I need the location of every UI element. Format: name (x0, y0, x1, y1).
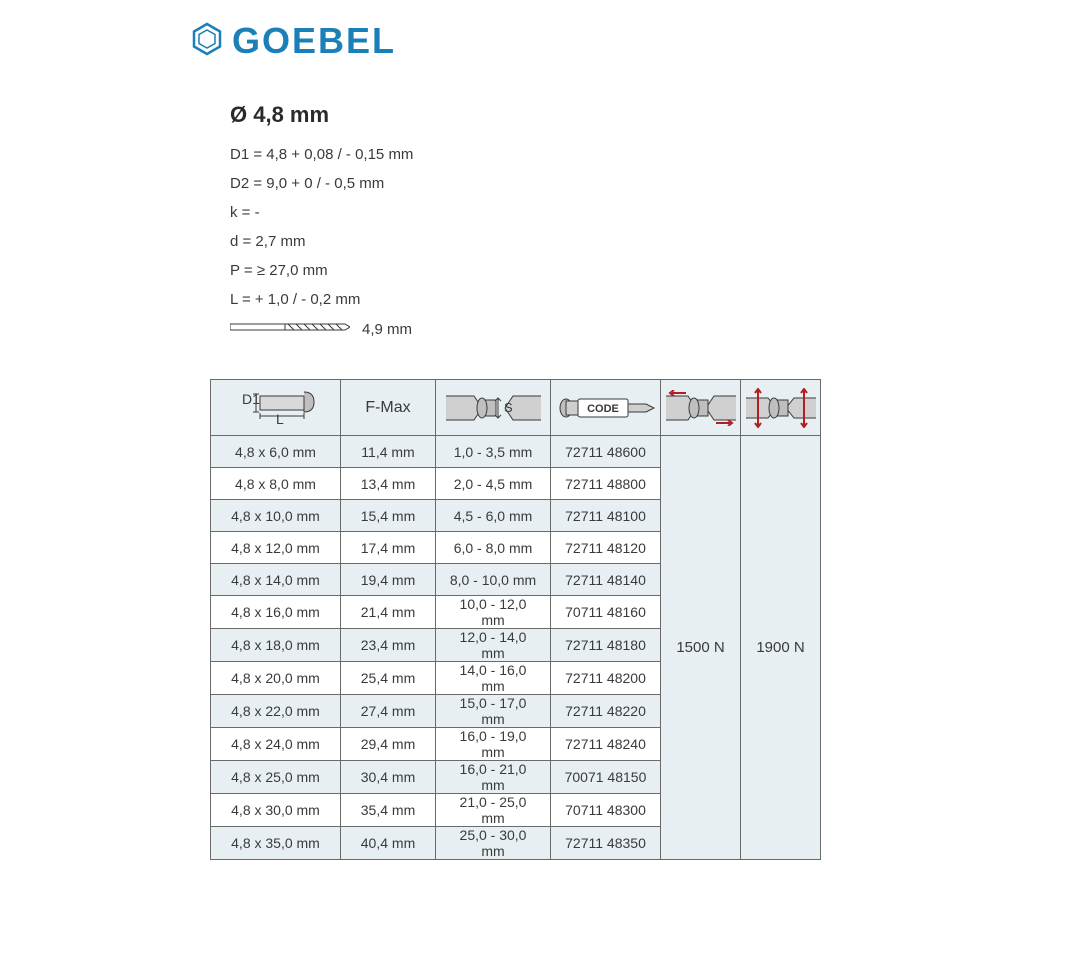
cell-shear: 1500 N (661, 436, 741, 860)
cell-grip: 4,5 - 6,0 mm (436, 500, 551, 532)
cell-fmax: 11,4 mm (341, 436, 436, 468)
cell-fmax: 21,4 mm (341, 596, 436, 629)
spec-block: Ø 4,8 mm D1 = 4,8 + 0,08 / - 0,15 mm D2 =… (230, 102, 1071, 339)
drill-row: 4,9 mm (230, 320, 1071, 339)
cell-dim: 4,8 x 24,0 mm (211, 728, 341, 761)
cell-fmax: 15,4 mm (341, 500, 436, 532)
cell-grip: 21,0 - 25,0 mm (436, 794, 551, 827)
cell-grip: 8,0 - 10,0 mm (436, 564, 551, 596)
cell-code: 72711 48800 (551, 468, 661, 500)
brand-logo: GOEBEL (190, 20, 1071, 62)
cell-code: 72711 48600 (551, 436, 661, 468)
cell-grip: 2,0 - 4,5 mm (436, 468, 551, 500)
cell-code: 70071 48150 (551, 761, 661, 794)
cell-code: 72711 48350 (551, 827, 661, 860)
cell-fmax: 30,4 mm (341, 761, 436, 794)
svg-text:CODE: CODE (587, 403, 619, 415)
cell-code: 70711 48160 (551, 596, 661, 629)
cell-fmax: 35,4 mm (341, 794, 436, 827)
cell-dim: 4,8 x 6,0 mm (211, 436, 341, 468)
spec-line: D1 = 4,8 + 0,08 / - 0,15 mm (230, 146, 1071, 163)
header-fmax-label: F-Max (365, 399, 410, 416)
cell-dim: 4,8 x 20,0 mm (211, 662, 341, 695)
cell-code: 72711 48240 (551, 728, 661, 761)
cell-grip: 6,0 - 8,0 mm (436, 532, 551, 564)
cell-dim: 4,8 x 30,0 mm (211, 794, 341, 827)
cell-code: 72711 48140 (551, 564, 661, 596)
brand-text: GOEBEL (232, 20, 396, 62)
header-fmax: F-Max (341, 380, 436, 436)
header-dimensions-icon: D1 L (211, 380, 341, 436)
cell-grip: 15,0 - 17,0 mm (436, 695, 551, 728)
svg-text:D1: D1 (242, 391, 260, 407)
drill-bit-icon (230, 320, 350, 339)
spec-title: Ø 4,8 mm (230, 102, 1071, 128)
spec-line: L = + 1,0 / - 0,2 mm (230, 291, 1071, 308)
spec-table-wrap: D1 L F-Max (210, 379, 1071, 860)
cell-dim: 4,8 x 14,0 mm (211, 564, 341, 596)
cell-fmax: 27,4 mm (341, 695, 436, 728)
table-row: 4,8 x 6,0 mm11,4 mm1,0 - 3,5 mm72711 486… (211, 436, 821, 468)
cell-tensile: 1900 N (741, 436, 821, 860)
drill-label: 4,9 mm (362, 321, 412, 338)
cell-code: 72711 48180 (551, 629, 661, 662)
cell-code: 72711 48200 (551, 662, 661, 695)
cell-dim: 4,8 x 35,0 mm (211, 827, 341, 860)
cell-fmax: 13,4 mm (341, 468, 436, 500)
cell-code: 72711 48100 (551, 500, 661, 532)
svg-text:S: S (504, 400, 513, 415)
header-shear-icon (661, 380, 741, 436)
header-code-icon: CODE (551, 380, 661, 436)
cell-dim: 4,8 x 8,0 mm (211, 468, 341, 500)
cell-grip: 25,0 - 30,0 mm (436, 827, 551, 860)
cell-grip: 1,0 - 3,5 mm (436, 436, 551, 468)
spec-line: k = - (230, 204, 1071, 221)
cell-fmax: 40,4 mm (341, 827, 436, 860)
cell-fmax: 29,4 mm (341, 728, 436, 761)
spec-line: d = 2,7 mm (230, 233, 1071, 250)
cell-code: 72711 48220 (551, 695, 661, 728)
svg-text:L: L (276, 411, 284, 427)
cell-grip: 16,0 - 19,0 mm (436, 728, 551, 761)
cell-dim: 4,8 x 25,0 mm (211, 761, 341, 794)
cell-dim: 4,8 x 22,0 mm (211, 695, 341, 728)
cell-code: 72711 48120 (551, 532, 661, 564)
cell-fmax: 25,4 mm (341, 662, 436, 695)
spec-line: P = ≥ 27,0 mm (230, 262, 1071, 279)
cell-dim: 4,8 x 12,0 mm (211, 532, 341, 564)
spec-line: D2 = 9,0 + 0 / - 0,5 mm (230, 175, 1071, 192)
cell-grip: 12,0 - 14,0 mm (436, 629, 551, 662)
hexagon-icon (190, 22, 224, 61)
cell-grip: 16,0 - 21,0 mm (436, 761, 551, 794)
header-grip-icon: S (436, 380, 551, 436)
spec-table: D1 L F-Max (210, 379, 821, 860)
header-tensile-icon (741, 380, 821, 436)
cell-grip: 14,0 - 16,0 mm (436, 662, 551, 695)
table-header-row: D1 L F-Max (211, 380, 821, 436)
cell-fmax: 23,4 mm (341, 629, 436, 662)
cell-dim: 4,8 x 16,0 mm (211, 596, 341, 629)
cell-grip: 10,0 - 12,0 mm (436, 596, 551, 629)
cell-dim: 4,8 x 18,0 mm (211, 629, 341, 662)
cell-fmax: 17,4 mm (341, 532, 436, 564)
cell-fmax: 19,4 mm (341, 564, 436, 596)
cell-dim: 4,8 x 10,0 mm (211, 500, 341, 532)
cell-code: 70711 48300 (551, 794, 661, 827)
